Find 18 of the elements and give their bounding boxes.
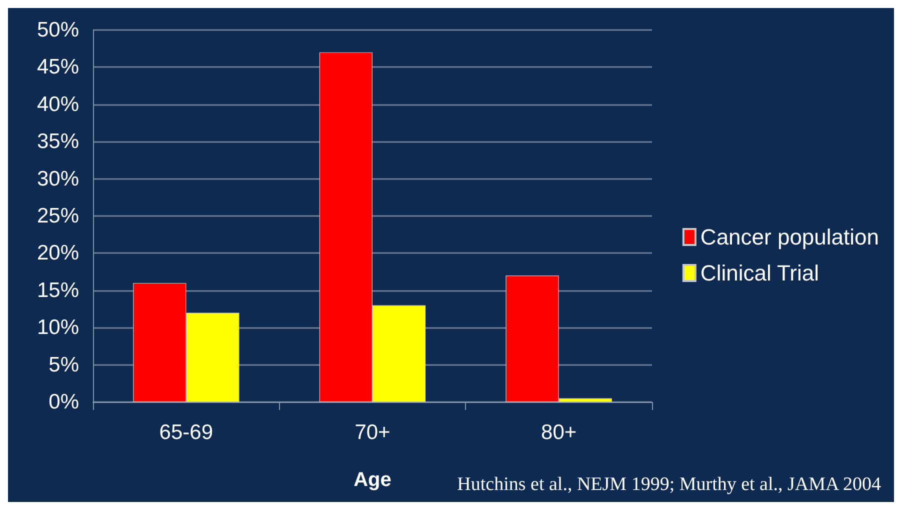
y-tick-label: 25% <box>36 204 79 228</box>
y-tick-label: 10% <box>36 316 79 340</box>
x-tick-label: 70+ <box>354 421 390 444</box>
y-tick-label: 0% <box>48 390 79 414</box>
x-tick-label: 65-69 <box>159 421 214 444</box>
text: Hutchins et al., NEJM 1999; Murthy et al., JAMA 2004 <box>457 474 882 495</box>
x-tick-label: 80+ <box>541 421 577 444</box>
y-tick-label: 15% <box>36 278 79 302</box>
legend-label: Cancer population <box>700 224 880 250</box>
y-tick-label: 20% <box>36 242 79 265</box>
x-axis-title: Age <box>354 469 392 491</box>
y-tick-label: 40% <box>36 92 79 116</box>
y-tick-label: 30% <box>36 167 79 190</box>
legend-label: Clinical Trial <box>700 260 820 286</box>
y-tick-label: 5% <box>48 353 79 376</box>
y-tick-label: 45% <box>36 56 79 79</box>
y-tick-label: 35% <box>36 130 79 154</box>
y-tick-label: 50% <box>36 18 79 42</box>
